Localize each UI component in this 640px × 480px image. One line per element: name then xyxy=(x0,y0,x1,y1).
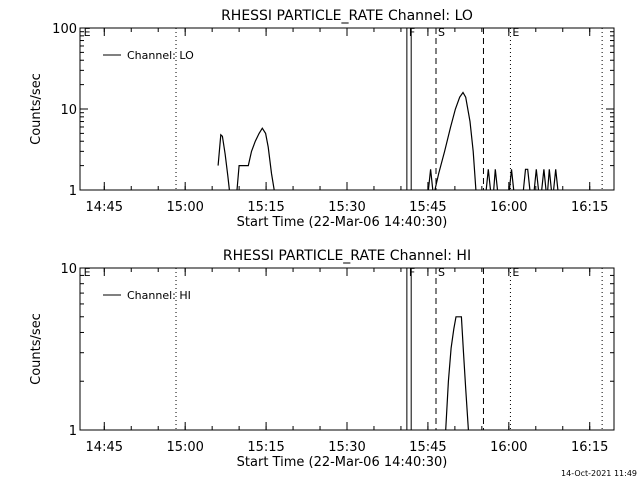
series-line-segment xyxy=(533,169,540,191)
y-tick-label: 1 xyxy=(69,184,77,199)
x-axis-label: Start Time (22-Mar-06 14:40:30) xyxy=(237,215,448,230)
event-marker-label: F xyxy=(409,26,415,39)
x-tick-label: 16:00 xyxy=(490,200,527,215)
x-tick-label: 14:45 xyxy=(86,440,123,455)
series-line-segment xyxy=(553,169,559,191)
series-line-segment xyxy=(236,127,275,191)
chart-title: RHESSI PARTICLE_RATE Channel: LO xyxy=(221,8,473,24)
y-tick-label: 10 xyxy=(60,103,77,118)
footer-timestamp: 14-Oct-2021 11:49 xyxy=(561,469,637,478)
x-tick-label: 15:00 xyxy=(166,200,203,215)
series-line-segment xyxy=(493,169,499,191)
x-tick-label: 16:15 xyxy=(571,440,608,455)
x-tick-label: 15:15 xyxy=(247,440,284,455)
chart-title: RHESSI PARTICLE_RATE Channel: HI xyxy=(223,248,471,264)
event-marker-label: S xyxy=(438,266,445,279)
x-tick-label: 15:00 xyxy=(166,440,203,455)
x-axis-label: Start Time (22-Mar-06 14:40:30) xyxy=(237,455,448,470)
series-line-segment xyxy=(445,316,469,431)
event-marker-label: E xyxy=(512,26,519,39)
series-line-segment xyxy=(508,169,515,191)
x-tick-label: 14:45 xyxy=(86,200,123,215)
hi-channel-panel: RHESSI PARTICLE_RATE Channel: HI 14:45 15:… xyxy=(29,248,615,470)
legend-label: Channel: LO xyxy=(127,49,194,62)
lo-channel-panel: RHESSI PARTICLE_RATE Channel: LO 14:45 15:… xyxy=(29,8,615,230)
series-line-segment xyxy=(434,91,477,191)
y-tick-label: 100 xyxy=(52,22,77,37)
x-tick-label: 15:30 xyxy=(328,440,365,455)
x-tick-label: 16:00 xyxy=(490,440,527,455)
series-line-segment xyxy=(485,169,492,191)
series-line-segment xyxy=(217,133,230,191)
series-line-segment xyxy=(522,168,531,191)
series-line-segment xyxy=(547,169,552,191)
y-tick-label: 10 xyxy=(60,262,77,277)
x-tick-label: 15:15 xyxy=(247,200,284,215)
y-axis-label: Counts/sec xyxy=(29,73,44,145)
x-tick-label: 15:30 xyxy=(328,200,365,215)
x-tick-label: 15:45 xyxy=(409,200,446,215)
y-axis-label: Counts/sec xyxy=(29,313,44,385)
event-marker-label: F xyxy=(409,266,415,279)
event-marker-label: E xyxy=(84,26,91,39)
x-tick-label: 16:15 xyxy=(571,200,608,215)
y-tick-label: 1 xyxy=(69,424,77,439)
event-marker-label: S xyxy=(438,26,445,39)
series-line-segment xyxy=(427,169,434,191)
event-marker-label: E xyxy=(512,266,519,279)
legend-label: Channel: HI xyxy=(127,289,191,302)
event-marker-label: E xyxy=(84,266,91,279)
x-tick-label: 15:45 xyxy=(409,440,446,455)
series-line-segment xyxy=(541,169,547,191)
